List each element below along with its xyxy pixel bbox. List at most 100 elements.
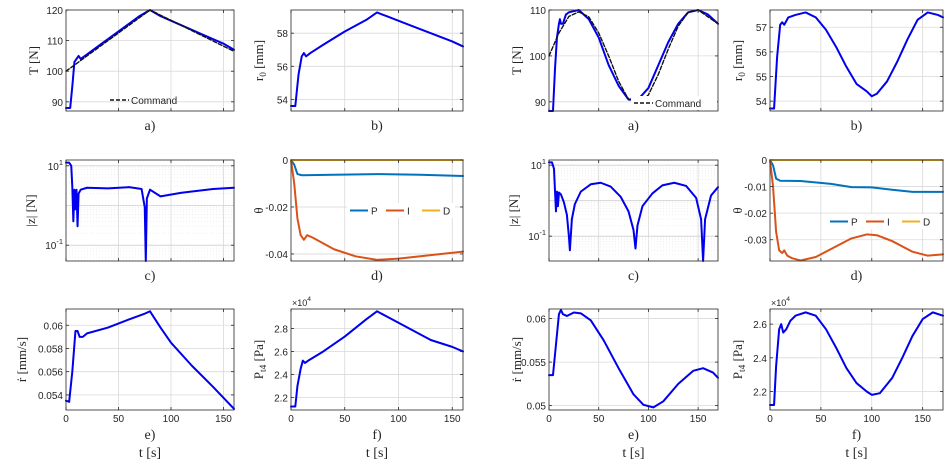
- axes-box: [290, 308, 464, 411]
- axes-box: [548, 308, 719, 411]
- y-exponent-label: ×104: [771, 296, 790, 308]
- series-line-0: [548, 161, 719, 262]
- y-tick-label: 90: [535, 98, 547, 109]
- axes-box: [548, 9, 719, 112]
- x-tick-label: 150: [444, 414, 461, 425]
- y-tick-label: 0: [282, 156, 288, 167]
- plot-area: [770, 309, 943, 410]
- legend: Command: [110, 96, 177, 107]
- panel-label: a): [145, 119, 156, 134]
- y-axis-label: Pt4 [Pa]: [730, 340, 748, 379]
- chart-panel-r-f: 0 50 100 150 2.2 2.4 2.6 ×104 Pt4 [Pa] f) t [s]: [730, 296, 944, 461]
- y-tick-label: 2.8: [274, 325, 288, 336]
- series-line-0: [65, 161, 235, 262]
- x-axis-label: t [s]: [622, 446, 644, 461]
- y-tick-label: 56: [277, 62, 289, 73]
- y-tick-label: 10-1: [528, 228, 546, 243]
- chart-panel-r-a: 90 100 110 T [N] a) Command: [509, 6, 719, 134]
- legend-label: Command: [131, 96, 177, 107]
- y-tick-label: 110: [530, 6, 546, 17]
- y-tick-label: -0.01: [744, 183, 767, 194]
- y-tick-label: 0.054: [38, 391, 63, 402]
- plot-area: [770, 10, 943, 111]
- grid-lines: [770, 309, 943, 410]
- axes-box: [548, 159, 719, 262]
- y-tick-label: 2.4: [753, 354, 767, 365]
- series-line-p: [290, 159, 464, 177]
- panel-label: c): [628, 269, 639, 284]
- y-tick-label: 10-1: [45, 237, 63, 252]
- chart-panel-l-f: 0 50 100 150 2.2 2.4 2.6 2.8 ×104 Pt4 [Pa] f) t [s]: [251, 296, 464, 461]
- y-tick-label: 54: [277, 95, 289, 106]
- y-tick-label: 90: [52, 98, 64, 109]
- y-exponent-label: ×104: [292, 296, 311, 308]
- y-axis-label: r0 [mm]: [730, 40, 748, 81]
- x-axis-label: t [s]: [139, 446, 161, 461]
- axes-box: [769, 9, 944, 112]
- x-tick-label: 100: [863, 414, 880, 425]
- legend-box: [631, 96, 717, 110]
- y-axis-label: r0 [mm]: [251, 40, 269, 81]
- x-axis-label: t [s]: [366, 446, 388, 461]
- axes-box: [65, 159, 235, 262]
- chart-panel-r-c: 10-1 101 |z| [N] c): [506, 157, 719, 284]
- legend-label-p: P: [371, 207, 378, 218]
- y-tick-label: 58: [277, 29, 289, 40]
- y-tick-label: 0.056: [38, 368, 63, 379]
- y-tick-label: 57: [756, 23, 768, 34]
- y-tick-label: 56: [756, 48, 768, 59]
- axes-box: [290, 9, 464, 112]
- axes-box: [769, 308, 944, 411]
- axes-box: [769, 159, 944, 262]
- y-tick-label: -0.02: [744, 209, 767, 220]
- plot-area: [291, 10, 463, 111]
- plot-area: [66, 10, 234, 111]
- series-line-0: [290, 11, 464, 108]
- panel-label: c): [145, 269, 156, 284]
- y-axis-label: Pt4 [Pa]: [251, 340, 269, 379]
- panel-label: f): [372, 428, 382, 443]
- x-axis-label: t [s]: [845, 446, 867, 461]
- legend-label-d: D: [923, 218, 930, 229]
- series-line-p: [769, 159, 944, 193]
- series-line-0: [548, 9, 719, 112]
- legend-label-i: I: [407, 207, 410, 218]
- y-tick-label: -0.04: [265, 250, 288, 261]
- plot-area: [66, 309, 234, 410]
- grid-lines: [66, 309, 234, 410]
- x-tick-label: 50: [815, 414, 827, 425]
- grid-lines: [291, 309, 463, 410]
- legend-label-p: P: [851, 218, 858, 229]
- chart-panel-l-c: 10-1 101 |z| [N] c): [23, 158, 235, 284]
- panel-label: d): [851, 269, 863, 284]
- chart-panel-l-b: 54 56 58 r0 [mm] b): [251, 9, 464, 134]
- legend: Command: [631, 96, 717, 110]
- y-axis-label: T [N]: [509, 46, 524, 75]
- y-tick-label: 0.058: [38, 344, 63, 355]
- y-tick-label: 2.4: [274, 370, 288, 381]
- x-tick-label: 50: [339, 414, 351, 425]
- chart-panel-r-d: 0 -0.01 -0.02 -0.03 θ d) P I D: [730, 156, 944, 284]
- x-tick-label: 150: [914, 414, 931, 425]
- y-axis-label: θ: [730, 207, 745, 213]
- plot-area: [66, 160, 234, 261]
- y-tick-label: 55: [756, 73, 768, 84]
- y-axis-label: |z| [N]: [506, 194, 521, 226]
- chart-panel-r-b: 54 55 56 57 r0 [mm] b): [730, 9, 944, 134]
- y-tick-label: 101: [48, 158, 63, 173]
- chart-panel-l-e: 0 50 100 150 0.054 0.056 0.058 0.06 ṙ [mm/s] e) t …: [14, 308, 235, 461]
- grid-lines: [66, 10, 234, 111]
- y-axis-label: ṙ [mm/s]: [509, 337, 524, 382]
- chart-panel-l-a: 90 100 110 120 T [N] a) Command: [26, 6, 235, 134]
- legend-label-i: I: [887, 218, 890, 229]
- x-tick-label: 50: [593, 414, 605, 425]
- y-tick-label: 120: [46, 6, 63, 17]
- panel-label: e): [145, 428, 156, 443]
- x-tick-label: 100: [390, 414, 407, 425]
- x-tick-label: 100: [640, 414, 657, 425]
- x-tick-label: 0: [767, 414, 773, 425]
- y-tick-label: 2.2: [753, 387, 767, 398]
- panel-label: b): [371, 119, 383, 134]
- plot-area: [770, 160, 943, 261]
